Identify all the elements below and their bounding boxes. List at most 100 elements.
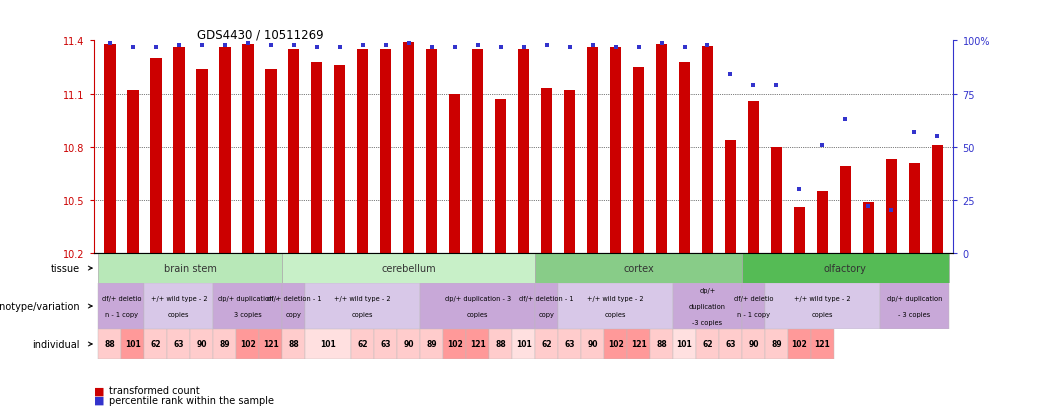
Text: df/+ deletion - 1: df/+ deletion - 1 [519, 295, 574, 301]
Point [607, 44, 624, 51]
Text: copies: copies [168, 311, 190, 317]
Point [125, 44, 142, 51]
Point [883, 208, 899, 214]
Point [331, 44, 348, 51]
Text: copies: copies [352, 311, 373, 317]
Bar [725, 140, 737, 253]
Bar [794, 207, 805, 253]
Bar [214, 329, 237, 359]
Text: 88: 88 [289, 339, 299, 349]
Text: 90: 90 [588, 339, 598, 349]
Text: 88: 88 [104, 339, 116, 349]
Text: 62: 62 [357, 339, 368, 349]
Point [722, 72, 739, 78]
Bar [495, 100, 506, 253]
Point [837, 116, 853, 123]
Text: df/+ deletion - 1: df/+ deletion - 1 [267, 295, 321, 301]
Bar [650, 329, 673, 359]
Bar [219, 48, 230, 253]
Text: 121: 121 [630, 339, 646, 349]
Bar [237, 329, 259, 359]
Text: 102: 102 [792, 339, 808, 349]
Text: brain stem: brain stem [164, 263, 217, 273]
Text: genotype/variation: genotype/variation [0, 301, 80, 311]
Point [585, 42, 601, 49]
Bar [879, 284, 949, 329]
Bar [627, 329, 650, 359]
Text: ■: ■ [94, 395, 104, 405]
Bar [191, 329, 214, 359]
Text: 102: 102 [240, 339, 255, 349]
Bar [357, 50, 369, 253]
Bar [742, 284, 765, 329]
Text: 62: 62 [702, 339, 713, 349]
Text: transformed count: transformed count [109, 385, 200, 395]
Text: 101: 101 [320, 339, 337, 349]
Bar [288, 50, 299, 253]
Text: 3 copies: 3 copies [233, 311, 262, 317]
Bar [886, 160, 897, 253]
Bar [559, 329, 581, 359]
Text: +/+ wild type - 2: +/+ wild type - 2 [794, 295, 850, 301]
Bar [403, 43, 415, 253]
Point [194, 42, 210, 49]
Bar [765, 329, 788, 359]
Text: +/+ wild type - 2: +/+ wild type - 2 [588, 295, 644, 301]
Point [286, 42, 302, 49]
Point [539, 42, 555, 49]
Point [745, 83, 762, 89]
Point [814, 142, 830, 149]
Text: df/+ deletio: df/+ deletio [734, 295, 773, 301]
Bar [811, 329, 834, 359]
Bar [742, 329, 765, 359]
Text: 121: 121 [470, 339, 486, 349]
Bar [719, 329, 742, 359]
Bar [466, 329, 489, 359]
Text: 90: 90 [748, 339, 759, 349]
Text: dp/+ duplication: dp/+ duplication [887, 295, 942, 301]
Bar [541, 89, 552, 253]
Bar [536, 284, 559, 329]
Text: olfactory: olfactory [824, 263, 867, 273]
Bar [265, 69, 276, 253]
Text: duplication: duplication [689, 303, 726, 309]
Point [423, 44, 440, 51]
Text: 63: 63 [725, 339, 736, 349]
Point [240, 40, 256, 47]
Text: 62: 62 [151, 339, 162, 349]
Bar [604, 329, 627, 359]
Bar [150, 59, 162, 253]
Point [791, 186, 808, 193]
Point [263, 42, 279, 49]
Point [400, 40, 417, 47]
Bar [242, 45, 253, 253]
Bar [305, 284, 420, 329]
Text: 63: 63 [380, 339, 391, 349]
Text: - 3 copies: - 3 copies [898, 311, 931, 317]
Bar [259, 329, 282, 359]
Bar [581, 329, 604, 359]
Text: 90: 90 [197, 339, 207, 349]
Text: 90: 90 [403, 339, 414, 349]
Text: ■: ■ [94, 385, 104, 395]
Bar [932, 145, 943, 253]
Bar [817, 192, 828, 253]
Bar [98, 329, 121, 359]
Bar [98, 253, 282, 284]
Bar [564, 91, 575, 253]
Point [630, 44, 647, 51]
Point [354, 42, 371, 49]
Text: copies: copies [604, 311, 626, 317]
Bar [334, 66, 346, 253]
Text: percentile rank within the sample: percentile rank within the sample [109, 395, 274, 405]
Bar [121, 329, 145, 359]
Text: 88: 88 [656, 339, 667, 349]
Point [905, 129, 923, 136]
Bar [696, 329, 719, 359]
Bar [518, 50, 529, 253]
Bar [610, 48, 621, 253]
Text: 102: 102 [607, 339, 623, 349]
Bar [311, 62, 322, 253]
Bar [678, 62, 690, 253]
Bar [196, 69, 207, 253]
